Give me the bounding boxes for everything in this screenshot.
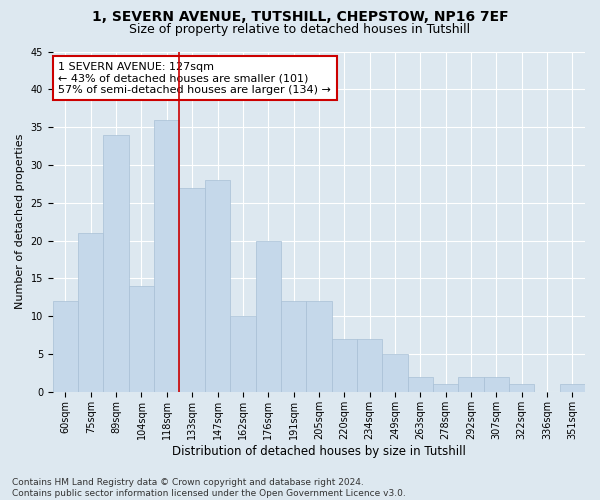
Bar <box>306 301 332 392</box>
Bar <box>179 188 205 392</box>
Bar <box>281 301 306 392</box>
Bar <box>205 180 230 392</box>
Bar <box>78 233 103 392</box>
Bar <box>103 134 129 392</box>
Bar <box>332 339 357 392</box>
X-axis label: Distribution of detached houses by size in Tutshill: Distribution of detached houses by size … <box>172 444 466 458</box>
Bar <box>484 377 509 392</box>
Bar <box>458 377 484 392</box>
Text: 1, SEVERN AVENUE, TUTSHILL, CHEPSTOW, NP16 7EF: 1, SEVERN AVENUE, TUTSHILL, CHEPSTOW, NP… <box>92 10 508 24</box>
Bar <box>256 240 281 392</box>
Bar <box>407 377 433 392</box>
Bar <box>509 384 535 392</box>
Text: Size of property relative to detached houses in Tutshill: Size of property relative to detached ho… <box>130 22 470 36</box>
Bar <box>154 120 179 392</box>
Bar <box>357 339 382 392</box>
Bar <box>129 286 154 392</box>
Bar <box>560 384 585 392</box>
Bar <box>382 354 407 392</box>
Text: 1 SEVERN AVENUE: 127sqm
← 43% of detached houses are smaller (101)
57% of semi-d: 1 SEVERN AVENUE: 127sqm ← 43% of detache… <box>58 62 331 95</box>
Bar <box>433 384 458 392</box>
Bar <box>53 301 78 392</box>
Text: Contains HM Land Registry data © Crown copyright and database right 2024.
Contai: Contains HM Land Registry data © Crown c… <box>12 478 406 498</box>
Y-axis label: Number of detached properties: Number of detached properties <box>15 134 25 310</box>
Bar <box>230 316 256 392</box>
